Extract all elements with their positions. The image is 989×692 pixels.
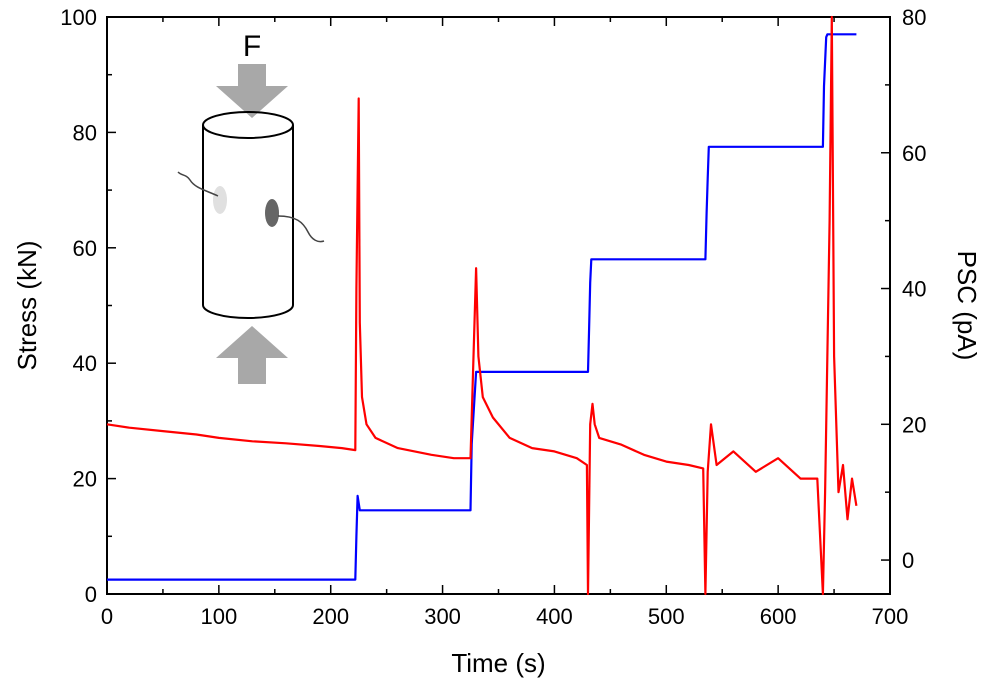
y-tick-label: 0 bbox=[85, 582, 97, 607]
x-tick-label: 500 bbox=[648, 604, 685, 629]
y-tick-label: 20 bbox=[73, 467, 97, 492]
x-tick-label: 100 bbox=[200, 604, 237, 629]
y2-tick-label: 80 bbox=[902, 5, 926, 30]
series-layer bbox=[106, 15, 858, 596]
y2-tick-label: 40 bbox=[902, 277, 926, 302]
front-electrode bbox=[265, 199, 279, 227]
y2-tick-label: 60 bbox=[902, 141, 926, 166]
front-electrode-wire bbox=[277, 215, 325, 243]
y-tick-label: 60 bbox=[73, 236, 97, 261]
back-electrode bbox=[213, 186, 227, 214]
x-tick-label: 0 bbox=[101, 604, 113, 629]
force-label: F bbox=[243, 30, 261, 63]
cylinder-top-face bbox=[202, 111, 294, 139]
plot-border bbox=[106, 16, 891, 595]
x-tick-label: 300 bbox=[424, 604, 461, 629]
force-arrow-bottom bbox=[216, 326, 288, 384]
x-tick-label: 600 bbox=[760, 604, 797, 629]
y-tick-label: 80 bbox=[73, 120, 97, 145]
x-tick-label: 700 bbox=[872, 604, 909, 629]
axis-labels: Time (s) Stress (kN) PSC (pA) bbox=[12, 241, 982, 679]
cylinder-bottom-edge bbox=[202, 304, 294, 319]
x-tick-label: 400 bbox=[536, 604, 573, 629]
force-arrow-top bbox=[216, 64, 288, 118]
y2-tick-label: 0 bbox=[902, 548, 914, 573]
sample-inset-diagram: F bbox=[177, 30, 325, 384]
y-axis-title: Stress (kN) bbox=[12, 241, 42, 371]
series-line-psc bbox=[106, 15, 858, 596]
plot-frame: 0 100 200 300 400 500 600 700 0 20 40 60 80 100 0 20 40 6… bbox=[60, 5, 926, 629]
series-line-stress bbox=[107, 33, 857, 581]
y-tick-label: 100 bbox=[60, 5, 97, 30]
y2-axis-title: PSC (pA) bbox=[952, 251, 982, 361]
x-axis-title: Time (s) bbox=[451, 648, 545, 678]
x-tick-label: 200 bbox=[312, 604, 349, 629]
y2-tick-label: 20 bbox=[902, 412, 926, 437]
back-electrode-wire bbox=[177, 171, 219, 197]
y-tick-label: 40 bbox=[73, 351, 97, 376]
